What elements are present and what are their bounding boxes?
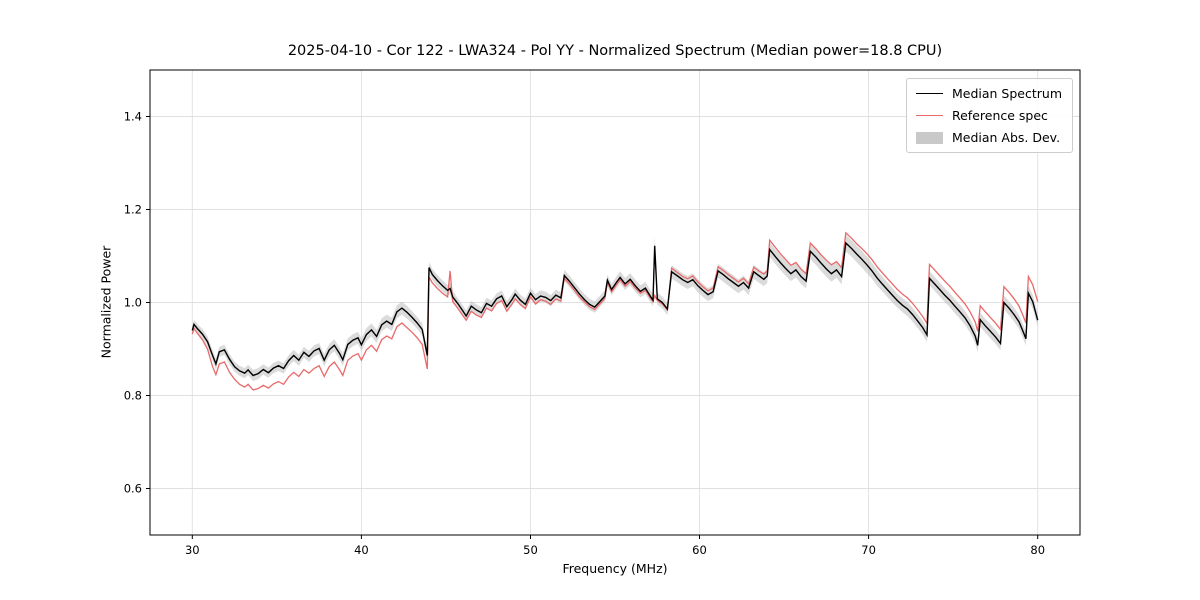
legend-label: Median Abs. Dev. [951,130,1061,145]
median-line-icon [915,93,943,94]
x-tick-label: 40 [354,543,369,557]
y-tick-label: 1.4 [124,110,142,124]
mad-band [192,234,1038,382]
legend-item-median: Median Spectrum [915,86,1062,101]
mad-patch-icon [915,131,943,144]
x-tick-label: 30 [185,543,200,557]
legend: Median Spectrum Reference spec Median Ab… [905,78,1073,153]
reference-line-icon [915,115,943,116]
chart-title: 2025-04-10 - Cor 122 - LWA324 - Pol YY -… [287,43,943,59]
legend-label: Median Spectrum [951,86,1062,101]
legend-item-mad: Median Abs. Dev. [915,130,1062,145]
reference-spec-line [191,231,1039,391]
x-tick-label: 50 [523,543,538,557]
x-tick-label: 80 [1030,543,1045,557]
x-axis-label: Frequency (MHz) [562,561,668,576]
x-tick-label: 70 [861,543,876,557]
y-axis-label: Normalized Power [98,245,114,359]
y-tick-label: 0.6 [124,482,142,496]
legend-label: Reference spec [951,108,1048,123]
x-tick-label: 60 [692,543,707,557]
y-tick-label: 0.8 [124,389,142,403]
legend-item-reference: Reference spec [915,108,1062,123]
y-tick-label: 1.0 [124,296,142,310]
median-spectrum-line [191,241,1039,377]
y-tick-label: 1.2 [124,203,142,217]
